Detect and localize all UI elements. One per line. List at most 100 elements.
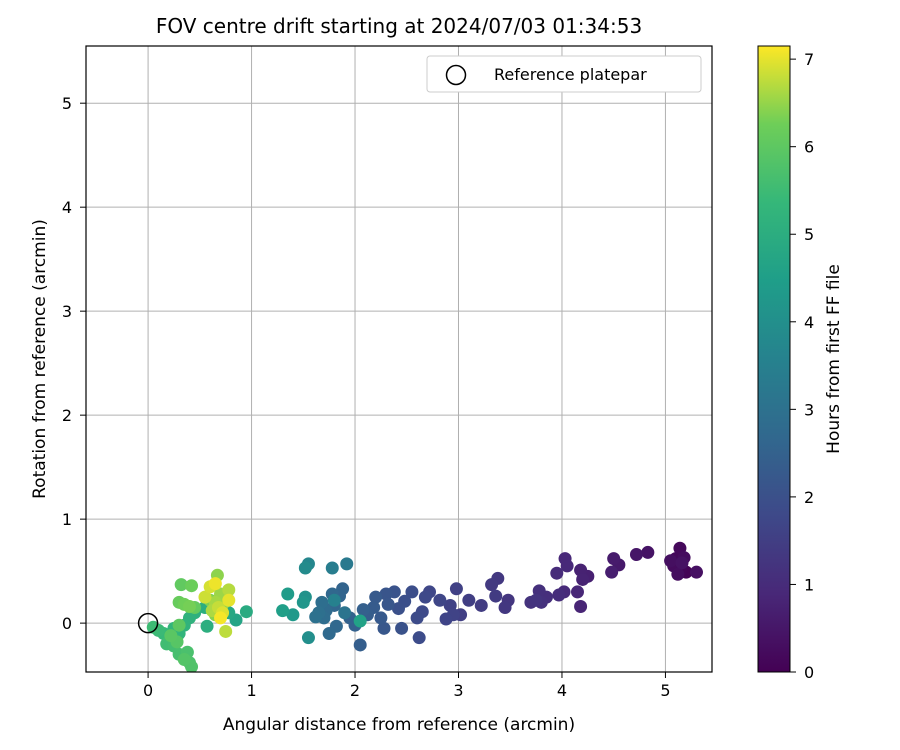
y-tick-label: 4 (62, 198, 72, 217)
data-point (391, 602, 405, 616)
y-tick-label: 3 (62, 302, 72, 321)
data-point (381, 597, 395, 611)
x-tick-label: 0 (143, 681, 153, 700)
data-point (164, 629, 178, 643)
data-point (200, 619, 214, 633)
data-point (222, 583, 236, 597)
data-point (172, 618, 186, 632)
data-point (298, 561, 312, 575)
data-point (462, 593, 476, 607)
data-point (281, 587, 295, 601)
y-tick-label: 2 (62, 406, 72, 425)
data-point (560, 559, 574, 573)
grid-lines (86, 46, 712, 672)
data-point (675, 556, 689, 570)
data-point (315, 595, 329, 609)
data-point (574, 599, 588, 613)
data-point (485, 578, 499, 592)
data-point (433, 593, 447, 607)
data-point (410, 611, 424, 625)
data-point (182, 599, 196, 613)
data-point (177, 653, 191, 667)
reference-platepar-marker (137, 612, 159, 634)
colorbar-tick-label: 4 (804, 313, 814, 332)
data-point (239, 605, 253, 619)
y-tick-label: 1 (62, 510, 72, 529)
data-point (353, 614, 367, 628)
data-point (185, 579, 199, 593)
data-point (439, 612, 453, 626)
data-point (570, 585, 584, 599)
colorbar-ticks: 0 1 2 3 4 5 6 7 (790, 50, 814, 682)
colorbar-tick-label: 1 (804, 575, 814, 594)
data-point (276, 604, 290, 618)
data-point (689, 565, 703, 579)
data-point (629, 547, 643, 561)
data-point (219, 624, 233, 638)
axis-ticks: 0 1 2 3 4 5 0 1 2 3 4 5 (62, 94, 671, 700)
colorbar-tick-label: 0 (804, 663, 814, 682)
data-point (340, 557, 354, 571)
x-tick-label: 3 (453, 681, 463, 700)
data-point (474, 598, 488, 612)
x-axis-label: Angular distance from reference (arcmin) (223, 715, 575, 735)
data-point (664, 554, 678, 568)
colorbar-tick-label: 7 (804, 50, 814, 69)
data-point (489, 589, 503, 603)
colorbar-label: Hours from first FF file (824, 264, 844, 454)
data-point (418, 590, 432, 604)
colorbar-tick-label: 5 (804, 225, 814, 244)
colorbar: 0 1 2 3 4 5 6 7 Hours from first FF file (757, 45, 844, 682)
data-point (412, 631, 426, 645)
y-axis-label: Rotation from reference (arcmin) (30, 219, 50, 499)
data-point (529, 593, 543, 607)
data-point (301, 631, 315, 645)
data-point (174, 578, 188, 592)
data-point (208, 577, 222, 591)
data-point (338, 606, 352, 620)
y-tick-label: 5 (62, 94, 72, 113)
data-point (605, 565, 619, 579)
data-point (405, 585, 419, 599)
plot-frame (85, 45, 713, 673)
data-point (498, 601, 512, 615)
colorbar-gradient (757, 45, 791, 673)
legend: Reference platepar (426, 55, 702, 93)
data-point (550, 566, 564, 580)
legend-box (426, 55, 702, 93)
legend-label-reference-platepar: Reference platepar (494, 65, 647, 84)
data-points (137, 541, 703, 672)
x-tick-label: 5 (660, 681, 670, 700)
colorbar-tick-label: 3 (804, 400, 814, 419)
data-point (146, 620, 160, 634)
data-point (296, 595, 310, 609)
data-point (641, 545, 655, 559)
data-point (671, 567, 685, 581)
data-point (377, 621, 391, 635)
data-point (286, 608, 300, 622)
x-tick-label: 4 (557, 681, 567, 700)
data-point (309, 610, 323, 624)
data-point (322, 627, 336, 641)
data-point (325, 561, 339, 575)
data-point (356, 603, 370, 617)
data-point (607, 552, 621, 566)
x-tick-label: 1 (246, 681, 256, 700)
data-point (395, 621, 409, 635)
colorbar-tick-label: 6 (804, 138, 814, 157)
y-tick-label: 0 (62, 614, 72, 633)
colorbar-tick-label: 2 (804, 488, 814, 507)
x-tick-label: 2 (350, 681, 360, 700)
legend-marker-reference-platepar (445, 64, 467, 86)
data-point (552, 588, 566, 602)
data-point (198, 590, 212, 604)
data-point (353, 638, 367, 652)
data-point (327, 593, 341, 607)
data-point (222, 593, 236, 607)
data-point (379, 587, 393, 601)
data-point (576, 572, 590, 586)
data-point (369, 590, 383, 604)
data-point (449, 582, 463, 596)
chart-title: FOV centre drift starting at 2024/07/03 … (156, 14, 642, 38)
